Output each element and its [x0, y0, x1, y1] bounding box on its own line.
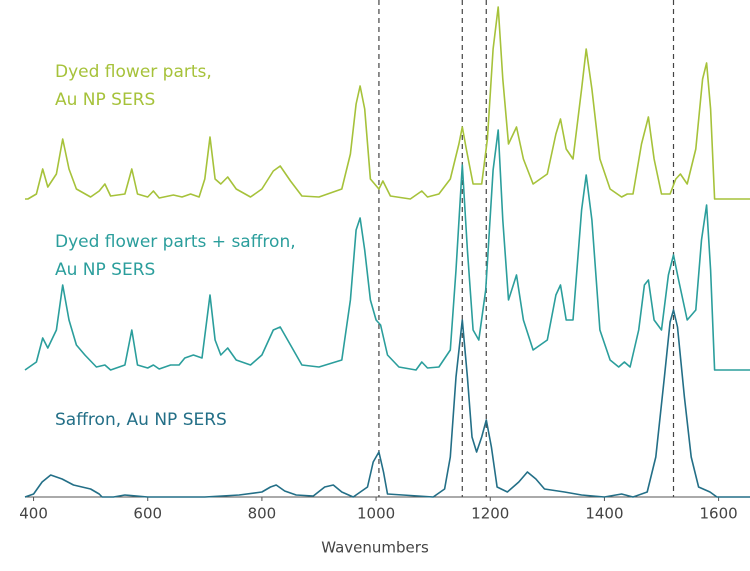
spectrum-line	[25, 6, 750, 200]
x-tick-label: 1400	[585, 505, 623, 523]
series-label: Dyed flower parts,	[55, 62, 212, 82]
series-label: Dyed flower parts + saffron,	[55, 232, 296, 252]
spectrum-line	[24, 309, 750, 498]
series-label: Saffron, Au NP SERS	[55, 410, 227, 430]
spectrum-line	[24, 129, 750, 371]
x-axis-label: Wavenumbers	[321, 539, 429, 557]
series-label: Au NP SERS	[55, 260, 155, 280]
x-tick-label: 800	[248, 505, 277, 523]
x-tick-label: 1200	[471, 505, 509, 523]
x-tick-label: 600	[133, 505, 162, 523]
x-tick-label: 1000	[357, 505, 395, 523]
x-tick-label: 400	[19, 505, 48, 523]
x-tick-label: 1600	[700, 505, 738, 523]
series-label: Au NP SERS	[55, 90, 155, 110]
